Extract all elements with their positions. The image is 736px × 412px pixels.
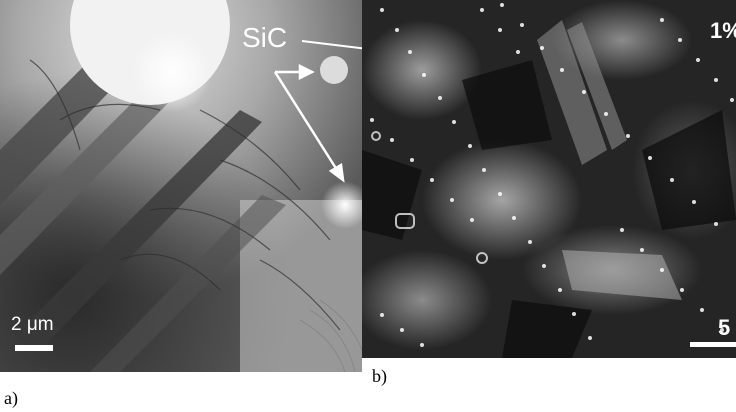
tem-micrograph-a: SiC 2 μm (0, 0, 362, 372)
label-percent-partial: 1% (710, 18, 736, 43)
scale-bar-a (15, 345, 53, 351)
sic-pointer-line (301, 40, 369, 50)
sic-label: SiC (242, 22, 288, 53)
micrograph-b-image (362, 0, 736, 358)
caption-a: a) (4, 388, 18, 408)
scale-bar-label-b: 5 (718, 315, 731, 340)
tem-micrograph-b: 1% 5 (362, 0, 736, 358)
micrograph-a-image (0, 0, 362, 372)
scale-bar-b (690, 342, 736, 347)
scale-bar-label-a: 2 μm (11, 314, 54, 335)
caption-b: b) (372, 366, 387, 386)
